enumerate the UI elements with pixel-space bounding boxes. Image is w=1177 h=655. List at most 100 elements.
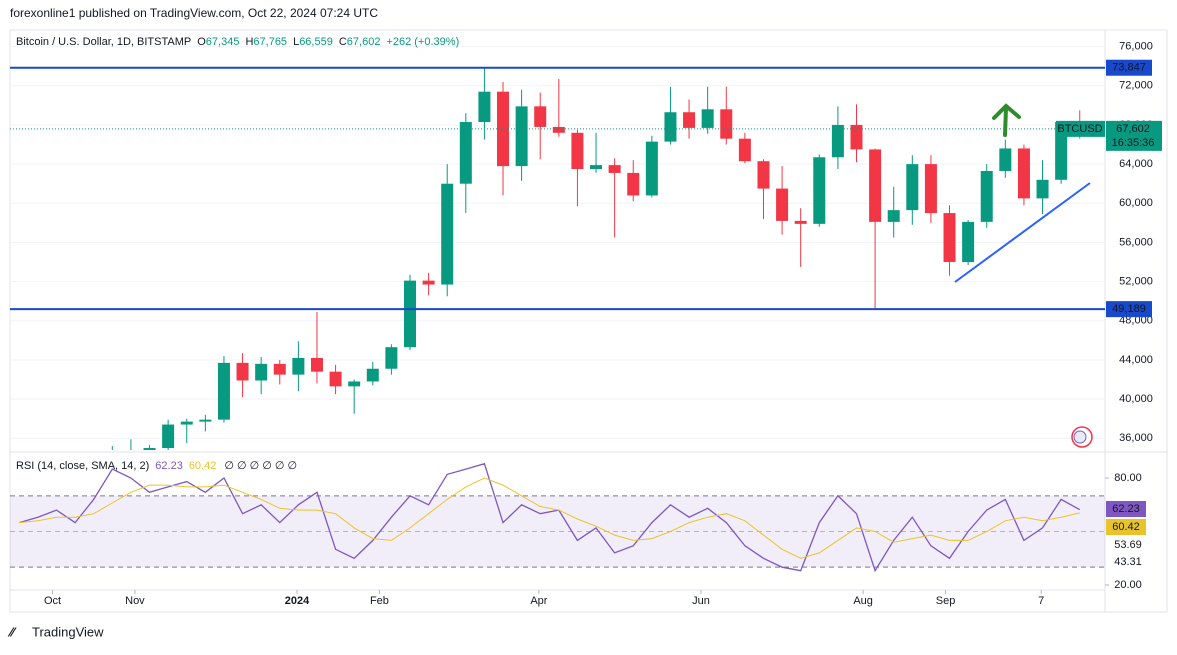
last-value-label: 60.42 <box>1112 521 1140 533</box>
candle-body <box>831 124 844 158</box>
candle-body <box>478 91 491 123</box>
candle-body <box>887 210 900 222</box>
candle-body <box>980 170 993 222</box>
y-tick-label: 60,000 <box>1119 197 1153 209</box>
legend-value: 62.23 <box>155 460 183 472</box>
legend-key: L <box>293 36 299 48</box>
rsi-legend: RSI (14, close, SMA, 14, 2) 62.23 60.42 ∅ ∅… <box>16 460 297 472</box>
legend-value: 67,345 <box>206 36 240 48</box>
candle-body <box>869 149 882 222</box>
trendline <box>954 182 1091 283</box>
candle-body <box>701 109 714 128</box>
candle-body <box>924 164 937 214</box>
candle-body <box>310 357 323 372</box>
x-tick-label: Nov <box>125 595 145 607</box>
candle-body <box>497 91 510 167</box>
candle-body <box>255 363 268 381</box>
candle-body <box>515 106 528 167</box>
candle-body <box>664 112 677 142</box>
candle-body <box>571 132 584 170</box>
y-tick-label: 52,000 <box>1119 276 1153 288</box>
candle-body <box>962 221 975 263</box>
candle-body <box>441 183 454 285</box>
legend-value: 66,559 <box>299 36 333 48</box>
legend-change: +262 (+0.39%) <box>386 36 459 48</box>
level-label: 73,847 <box>1112 62 1146 74</box>
countdown-label: 16:35:36 <box>1112 137 1155 149</box>
footer-logo: ⁄⁄ TradingView <box>7 624 104 639</box>
candle-body <box>608 165 621 173</box>
y-tick-label: 80.00 <box>1114 472 1142 484</box>
candle-body <box>1036 179 1049 199</box>
x-tick-label: 7 <box>1038 595 1044 607</box>
last-price-label-bg <box>1106 120 1162 151</box>
y-tick-label: 36,000 <box>1119 432 1153 444</box>
y-tick-label: 76,000 <box>1119 41 1153 53</box>
legend-title: RSI (14, close, SMA, 14, 2) <box>16 460 149 472</box>
y-tick-label: 44,000 <box>1119 354 1153 366</box>
legend-value: 60.42 <box>189 460 217 472</box>
candle-body <box>683 112 696 128</box>
candle-body <box>552 126 565 133</box>
candle-body <box>143 448 156 450</box>
symbol-label-bg <box>1056 120 1105 137</box>
candle-body <box>422 280 435 285</box>
candle-body <box>776 188 789 221</box>
candle-body <box>292 357 305 375</box>
candle-body <box>999 148 1012 171</box>
candle-body <box>236 362 249 381</box>
candle-body <box>385 347 398 369</box>
candle-body <box>627 172 640 196</box>
side-label: 43.31 <box>1114 556 1142 568</box>
candle-body <box>757 161 770 189</box>
candle-body <box>348 381 361 387</box>
brand: TradingView <box>32 624 104 639</box>
last-value-label: 62.23 <box>1112 503 1140 515</box>
last-value-bg <box>1106 501 1146 517</box>
x-tick-label: Aug <box>853 595 873 607</box>
legend-icons: ∅ ∅ ∅ ∅ ∅ ∅ <box>224 460 297 472</box>
y-tick-label: 64,000 <box>1119 158 1153 170</box>
symbol-label: BTCUSD <box>1057 123 1102 135</box>
candle-body <box>590 165 603 170</box>
rsi-pane <box>10 462 1105 573</box>
x-tick-label: 2024 <box>285 595 310 607</box>
x-tick-label: Oct <box>44 595 61 607</box>
candle-body <box>217 362 230 420</box>
logo-mark: ⁄⁄ <box>7 624 17 639</box>
candle-body <box>329 371 342 387</box>
level-label: 49,189 <box>1112 303 1146 315</box>
legend-key: H <box>245 36 253 48</box>
candle-body <box>180 421 193 425</box>
legend-key: O <box>197 36 206 48</box>
candle-body <box>720 109 733 139</box>
x-tick-label: Apr <box>530 595 547 607</box>
publisher: forexonline1 published on TradingView.co… <box>10 6 378 20</box>
candle-body <box>645 141 658 196</box>
legend-value: 67,765 <box>253 36 287 48</box>
candle-body <box>273 363 286 375</box>
legend-key: C <box>339 36 347 48</box>
candle-body <box>943 213 956 263</box>
level-label-bg <box>1106 301 1152 318</box>
symbol-legend: Bitcoin / U.S. Dollar, 1D, BITSTAMP O67,3… <box>16 36 459 48</box>
y-tick-label: 20.00 <box>1114 579 1142 591</box>
last-price-label: 67,602 <box>1116 123 1150 135</box>
candle-body <box>366 368 379 382</box>
x-tick-label: Jun <box>692 595 710 607</box>
y-tick-label: 48,000 <box>1119 315 1153 327</box>
y-tick-label: 56,000 <box>1119 236 1153 248</box>
x-tick-label: Feb <box>370 595 389 607</box>
candle-body <box>850 124 863 150</box>
candle-body <box>534 106 547 127</box>
level-label-bg <box>1106 59 1152 76</box>
legend-value: 67,602 <box>347 36 381 48</box>
up-arrow <box>992 103 1021 137</box>
y-tick-label: 72,000 <box>1119 80 1153 92</box>
candle-body <box>403 280 416 348</box>
candle-body <box>813 157 826 224</box>
last-value-bg <box>1106 519 1146 535</box>
rsi-line <box>19 477 1080 559</box>
